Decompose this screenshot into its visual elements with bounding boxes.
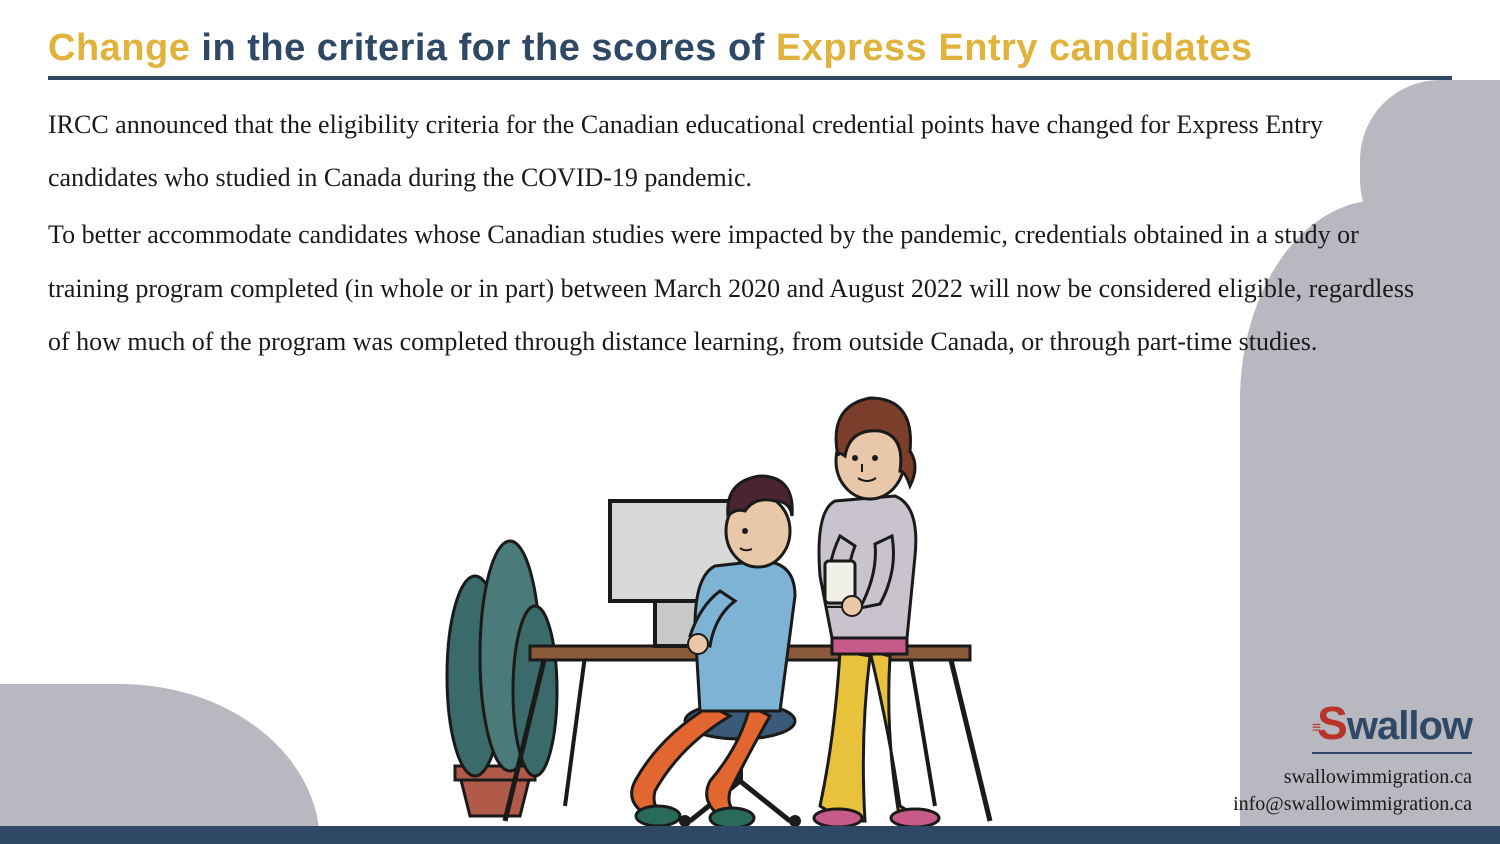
- page-title: Change in the criteria for the scores of…: [48, 28, 1452, 80]
- main-content: Change in the criteria for the scores of…: [0, 0, 1500, 368]
- logo-accent-letter: S: [1317, 697, 1347, 749]
- paragraph-2: To better accommodate candidates whose C…: [48, 208, 1428, 368]
- email-text: info@swallowimmigration.ca: [1233, 793, 1472, 816]
- body-text: IRCC announced that the eligibility crit…: [48, 98, 1428, 368]
- footer-block: ≡Swallow swallowimmigration.ca info@swal…: [1233, 696, 1472, 816]
- logo-text: wallow: [1347, 704, 1472, 748]
- people-at-desk-illustration: [400, 336, 1020, 826]
- website-text: swallowimmigration.ca: [1233, 766, 1472, 789]
- bottom-bar: [0, 826, 1500, 844]
- paragraph-1: IRCC announced that the eligibility crit…: [48, 98, 1428, 205]
- title-part-1: Change: [48, 27, 190, 69]
- title-part-3: Express Entry candidates: [776, 27, 1253, 69]
- background-shape-left: [0, 684, 320, 844]
- brand-logo: ≡Swallow: [1312, 696, 1472, 754]
- title-part-2: in the criteria for the scores of: [201, 27, 764, 69]
